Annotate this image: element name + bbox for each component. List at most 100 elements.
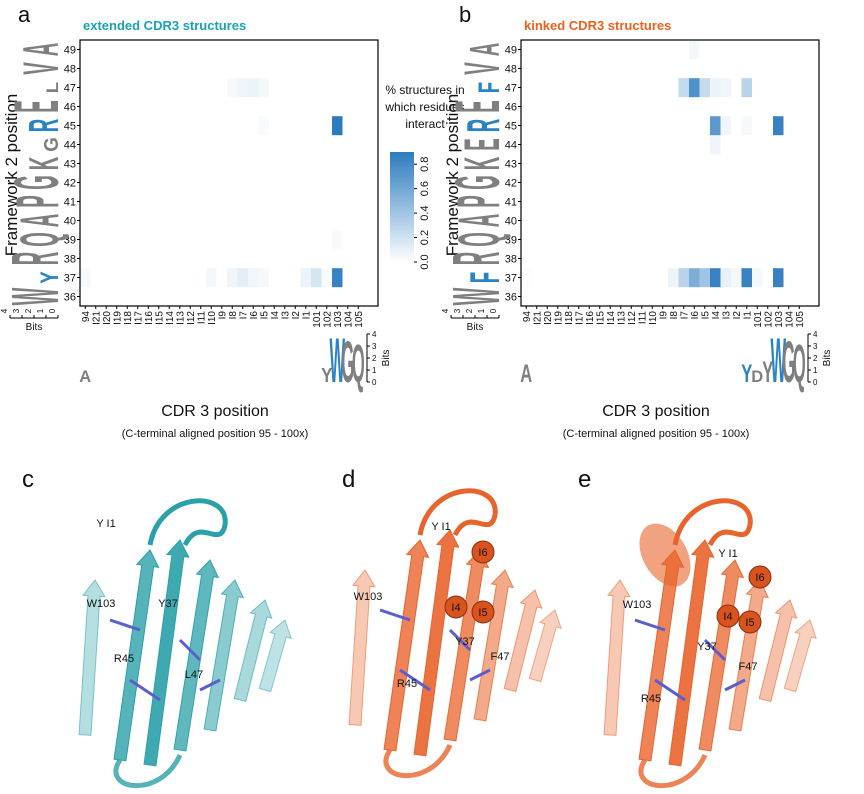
heat-cell [174,192,186,212]
heat-cell [594,154,606,174]
heat-cell [216,249,228,269]
heat-cell [710,268,721,288]
heat-cell [615,268,627,288]
heat-cell [342,249,354,269]
heat-cell [605,192,616,212]
heat-cell [216,40,228,60]
heat-cell [206,154,217,174]
heat-cell [269,40,280,60]
x-axis-subtitle: (C-terminal aligned position 95 - 100x) [563,428,749,440]
heat-cell [300,173,312,193]
heat-cell [122,230,133,250]
heat-cell [626,40,637,60]
heat-cell [710,59,721,79]
heat-cell [206,116,217,136]
residue-label: Y I1 [718,548,737,560]
residue-sphere [716,604,740,628]
heat-cell [227,249,238,269]
residue-sphere [471,540,495,564]
heat-cell [636,97,648,117]
heat-cell [542,173,553,193]
logo-letter: L [43,82,62,94]
logo-letter: V [454,62,510,74]
logo-tick-label: 2 [813,354,818,363]
y-tick-label: 44 [505,140,517,152]
heat-cell [248,40,259,60]
heat-cell [216,173,228,193]
heat-cell [237,173,249,193]
heat-cell [741,268,753,288]
heat-cell [731,230,742,250]
heat-cell [626,154,637,174]
logo-letter: Q [793,335,806,394]
heat-cell [311,268,322,288]
heat-cell [668,97,679,117]
heat-cell [258,78,270,98]
heat-cell [122,116,133,136]
heat-cell [321,249,333,269]
heat-cell [647,230,658,250]
heat-cell [552,268,564,288]
colorbar [390,152,414,262]
logo-letter: E [454,138,510,150]
y-tick-label: 39 [64,235,76,247]
heat-cell [101,97,112,117]
heat-cell [626,78,637,98]
heat-cell [269,78,280,98]
heat-cell [290,249,301,269]
heat-cell [657,192,669,212]
heat-cell [647,268,658,288]
heat-cell [710,135,721,155]
heat-cell [290,287,301,307]
heat-cell [258,287,270,307]
heat-cell [248,211,259,231]
x-tick-label: 103 [333,311,344,328]
loop [147,498,228,547]
residue-label: I4 [723,611,732,623]
heat-cell [720,230,732,250]
heat-cell [594,192,606,212]
heat-cell [216,211,228,231]
heat-cell [573,154,585,174]
heat-cell [269,135,280,155]
heat-cell [195,192,207,212]
heat-cell [647,249,658,269]
heat-cell [794,40,805,60]
heat-cell [279,59,291,79]
heat-cell [269,192,280,212]
heat-cell [153,173,165,193]
heat-cell [353,154,364,174]
heat-cell [132,97,144,117]
heat-cell [332,268,343,288]
heat-cell [563,154,574,174]
heat-cell [80,230,91,250]
heat-cell [668,135,679,155]
logo-tick-label: 3 [813,342,818,351]
beta-strand [603,579,631,736]
heat-cell [699,173,711,193]
heat-cell [143,230,154,250]
helix [639,523,691,587]
heat-cell [794,78,805,98]
heat-cell [185,40,196,60]
heat-cell [657,173,669,193]
heat-cell [657,230,669,250]
heat-cell [248,173,259,193]
logo-tick-label: 0 [489,308,498,313]
heat-cell [594,249,606,269]
logo-letter: A [448,214,513,228]
heat-cell [258,173,270,193]
heat-cell [626,97,637,117]
heat-cell [762,287,774,307]
heat-cell [741,192,753,212]
heat-cell [185,268,196,288]
heat-cell [710,192,721,212]
heat-cell [143,97,154,117]
heat-cell [290,211,301,231]
heat-cell [90,78,102,98]
heat-cell [279,135,291,155]
heat-cell [594,135,606,155]
heat-cell [248,268,259,288]
residue-label: I6 [478,547,487,559]
heat-cell [710,287,721,307]
